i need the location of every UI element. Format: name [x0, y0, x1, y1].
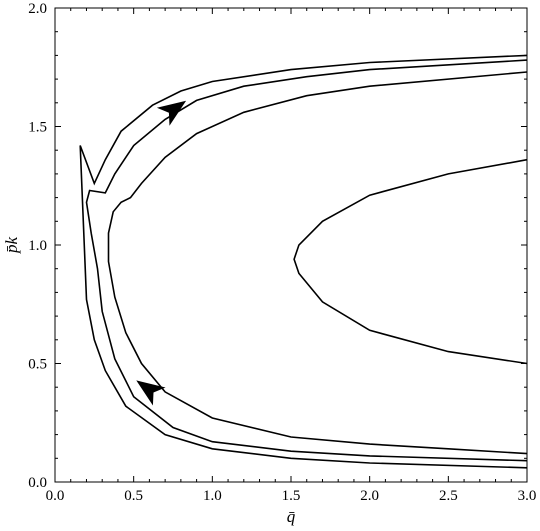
x-tick-label: 2.0	[360, 488, 379, 504]
y-axis-label: p̄k	[2, 237, 21, 255]
trajectory-curve-1	[79, 54, 528, 469]
y-tick-label: 0.5	[28, 357, 47, 373]
trajectory-curves	[79, 54, 528, 469]
direction-arrows	[136, 100, 187, 406]
trajectory-curve-3	[107, 71, 528, 455]
y-tick-label: 0.0	[28, 475, 47, 491]
trajectory-curve-4	[293, 158, 528, 365]
y-tick-label: 2.0	[28, 1, 47, 17]
x-axis-label: q̄	[287, 507, 296, 526]
y-tick-label: 1.5	[28, 120, 47, 136]
x-tick-label: 2.5	[439, 488, 458, 504]
direction-arrow-1	[156, 100, 187, 126]
trajectory-curve-2	[85, 59, 528, 462]
direction-arrow-2	[136, 380, 166, 406]
x-tick-label: 1.0	[203, 488, 222, 504]
x-tick-label: 1.5	[282, 488, 301, 504]
tick-labels: 0.0 0.5 1.0 1.5 2.0 2.5 3.0 0.0 0.5 1.0 1.5 2.0	[28, 1, 536, 504]
y-tick-label: 1.0	[28, 238, 47, 254]
x-tick-label: 0.5	[124, 488, 143, 504]
x-tick-label: 3.0	[518, 488, 537, 504]
x-tick-label: 0.0	[46, 488, 65, 504]
